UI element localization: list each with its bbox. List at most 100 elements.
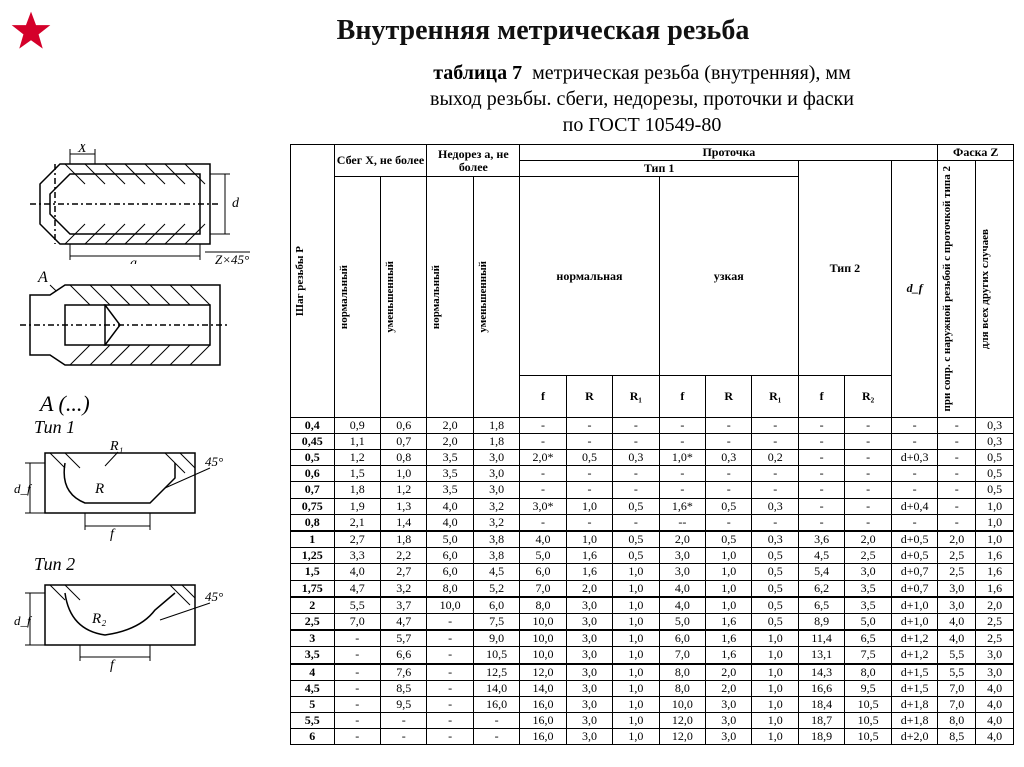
table-cell: 1,0 xyxy=(613,713,659,729)
table-cell: d+0,5 xyxy=(891,531,938,548)
subtitle: таблица 7 метрическая резьба (внутренняя… xyxy=(270,60,1014,138)
table-cell: 2,0 xyxy=(845,531,891,548)
col-narrow: узкая xyxy=(659,177,798,376)
table-cell: 7,0 xyxy=(938,680,976,696)
table-cell: 1,5 xyxy=(334,466,380,482)
table-row: 0,61,51,03,53,0----------0,5 xyxy=(291,466,1014,482)
table-cell: d+0,7 xyxy=(891,580,938,597)
table-cell: - xyxy=(845,514,891,531)
table-cell: 1,6* xyxy=(659,498,705,514)
table-cell: d+1,5 xyxy=(891,664,938,681)
table-cell: - xyxy=(334,647,380,664)
table-cell: 16,0 xyxy=(520,713,566,729)
table-cell: 0,6 xyxy=(380,417,426,433)
table-cell: 1,8 xyxy=(473,433,519,449)
table-cell: 18,9 xyxy=(798,729,844,745)
table-cell: 0,6 xyxy=(291,466,335,482)
col-tip2: Тип 2 xyxy=(798,161,891,376)
table-cell: - xyxy=(380,729,426,745)
table-cell: 1,6 xyxy=(706,647,752,664)
svg-text:45°: 45° xyxy=(205,454,223,469)
table-cell: - xyxy=(427,680,473,696)
table-cell: - xyxy=(706,482,752,498)
table-cell: 0,3 xyxy=(706,450,752,466)
table-cell: - xyxy=(938,450,976,466)
table-cell: - xyxy=(845,417,891,433)
col-protochka: Проточка xyxy=(520,145,938,161)
table-cell: 1,0 xyxy=(752,713,798,729)
table-cell: 0,5 xyxy=(976,450,1014,466)
table-cell: - xyxy=(891,466,938,482)
table-cell: 8,0 xyxy=(427,580,473,597)
table-cell: - xyxy=(798,514,844,531)
table-cell: - xyxy=(891,482,938,498)
svg-text:f: f xyxy=(110,527,116,542)
table-cell: 1,0 xyxy=(566,531,612,548)
col-z2: для всех других случаев xyxy=(978,225,992,353)
table-cell: - xyxy=(613,417,659,433)
table-cell: d+1,0 xyxy=(891,613,938,630)
table-cell: - xyxy=(845,466,891,482)
col-df: d_f xyxy=(894,282,936,295)
table-cell: 9,5 xyxy=(380,696,426,712)
table-cell: - xyxy=(938,514,976,531)
diagram-groove-tip1: R R₁ f d_f 45° xyxy=(10,438,240,548)
data-table-wrap: Шаг резьбы P Сбег X, не более Недорез a,… xyxy=(290,144,1014,745)
table-cell: 2,7 xyxy=(334,531,380,548)
table-row: 0,751,91,34,03,23,0*1,00,51,6*0,50,3--d+… xyxy=(291,498,1014,514)
table-cell: - xyxy=(798,466,844,482)
table-cell: 6,0 xyxy=(473,597,519,614)
table-cell: - xyxy=(566,482,612,498)
table-cell: 12,0 xyxy=(520,664,566,681)
table-cell: d+1,8 xyxy=(891,713,938,729)
col-z1: при сопр. с наружной резьбой с проточкой… xyxy=(940,162,954,416)
table-cell: - xyxy=(520,466,566,482)
table-cell: d+1,2 xyxy=(891,647,938,664)
table-row: 0,451,10,72,01,8----------0,3 xyxy=(291,433,1014,449)
table-cell: - xyxy=(520,417,566,433)
table-row: 1,754,73,28,05,27,02,01,04,01,00,56,23,5… xyxy=(291,580,1014,597)
table-cell: 0,5 xyxy=(566,450,612,466)
table-cell: 10,0 xyxy=(520,647,566,664)
col-pitch: Шаг резьбы P xyxy=(293,242,307,320)
table-cell: - xyxy=(752,514,798,531)
table-cell: 0,3 xyxy=(752,498,798,514)
table-cell: 2,0 xyxy=(427,433,473,449)
table-cell: 10,0 xyxy=(520,613,566,630)
table-cell: 1,0 xyxy=(976,531,1014,548)
table-cell: 18,4 xyxy=(798,696,844,712)
table-cell: - xyxy=(845,450,891,466)
table-cell: - xyxy=(891,417,938,433)
table-cell: 12,0 xyxy=(659,713,705,729)
table-cell: 1,0 xyxy=(613,664,659,681)
table-cell: 14,0 xyxy=(473,680,519,696)
table-cell: 1,0 xyxy=(566,498,612,514)
table-cell: - xyxy=(566,417,612,433)
table-cell: - xyxy=(566,514,612,531)
table-cell: 2,0 xyxy=(566,580,612,597)
table-cell: 3,0 xyxy=(473,482,519,498)
label-tip2: Тип 2 xyxy=(34,554,280,575)
table-cell: 4,0 xyxy=(976,713,1014,729)
table-cell: 5,5 xyxy=(938,647,976,664)
table-cell: - xyxy=(334,729,380,745)
table-cell: 4,0 xyxy=(520,531,566,548)
table-cell: 4,7 xyxy=(380,613,426,630)
table-cell: 3,0 xyxy=(976,664,1014,681)
col-faska: Фаска Z xyxy=(938,145,1014,161)
table-cell: 1,8 xyxy=(334,482,380,498)
table-cell: 6,2 xyxy=(798,580,844,597)
table-cell: d+1,8 xyxy=(891,696,938,712)
table-cell: 0,5 xyxy=(752,597,798,614)
svg-text:R₁: R₁ xyxy=(109,439,123,454)
table-cell: - xyxy=(520,482,566,498)
table-cell: 0,5 xyxy=(291,450,335,466)
table-cell: 0,45 xyxy=(291,433,335,449)
table-cell: 4,5 xyxy=(291,680,335,696)
col-a-umen: уменьшенный xyxy=(476,257,490,337)
table-cell: 8,9 xyxy=(798,613,844,630)
table-cell: 5,5 xyxy=(334,597,380,614)
table-cell: 0,3 xyxy=(752,531,798,548)
table-cell: - xyxy=(334,696,380,712)
table-cell: d+1,2 xyxy=(891,630,938,647)
